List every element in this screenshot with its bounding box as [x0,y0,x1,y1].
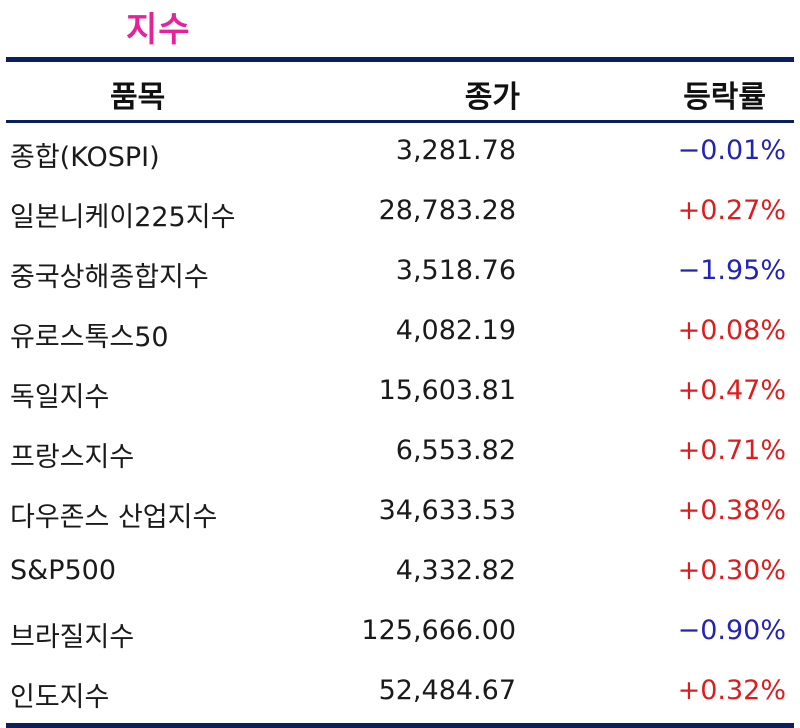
row-name: 인도지수 [10,682,110,713]
table-row: 중국상해종합지수 3,518.76 −1.95% [6,243,794,303]
table-header-rule [6,120,794,123]
row-name: 일본니케이225지수 [10,202,236,233]
row-close: 6,553.82 [395,435,516,466]
row-close: 3,518.76 [395,255,516,286]
table-body: 종합(KOSPI) 3,281.78 −0.01% 일본니케이225지수 28,… [6,123,794,723]
row-name: 유로스톡스50 [10,322,169,353]
row-name: 프랑스지수 [10,442,135,473]
row-close: 4,082.19 [395,315,516,346]
row-close: 4,332.82 [395,555,516,586]
row-name: 브라질지수 [10,622,135,653]
row-name: 다우존스 산업지수 [10,502,218,533]
row-name: S&P500 [10,555,117,586]
row-name: 중국상해종합지수 [10,262,209,293]
page-title: 지수 [126,10,191,50]
row-close: 52,484.67 [378,675,516,706]
row-change: −1.95% [677,255,786,286]
row-close: 28,783.28 [378,195,516,226]
row-change: +0.47% [677,375,786,406]
table-row: 종합(KOSPI) 3,281.78 −0.01% [6,123,794,183]
table-row: 프랑스지수 6,553.82 +0.71% [6,423,794,483]
row-name: 종합(KOSPI) [10,142,160,173]
row-change: +0.08% [677,315,786,346]
row-change: +0.27% [677,195,786,226]
table-row: 일본니케이225지수 28,783.28 +0.27% [6,183,794,243]
row-close: 3,281.78 [395,135,516,166]
row-change: −0.90% [677,615,786,646]
table-row: S&P500 4,332.82 +0.30% [6,543,794,603]
row-close: 34,633.53 [378,495,516,526]
table-row: 브라질지수 125,666.00 −0.90% [6,603,794,663]
table-row: 독일지수 15,603.81 +0.47% [6,363,794,423]
row-change: +0.38% [677,495,786,526]
row-close: 125,666.00 [361,615,516,646]
row-change: +0.71% [677,435,786,466]
column-header-change: 등락률 [683,80,766,115]
column-header-close: 종가 [464,80,520,115]
table-header: 품목 종가 등락률 [6,62,794,120]
row-name: 독일지수 [10,382,110,413]
column-header-item: 품목 [110,80,166,115]
table-row: 인도지수 52,484.67 +0.32% [6,663,794,723]
index-table: 품목 종가 등락률 종합(KOSPI) 3,281.78 −0.01% 일본니케… [6,57,794,728]
table-row: 유로스톡스50 4,082.19 +0.08% [6,303,794,363]
row-change: +0.30% [677,555,786,586]
row-close: 15,603.81 [378,375,516,406]
table-row: 다우존스 산업지수 34,633.53 +0.38% [6,483,794,543]
table-top-rule [6,57,794,62]
row-change: +0.32% [677,675,786,706]
row-change: −0.01% [677,135,786,166]
